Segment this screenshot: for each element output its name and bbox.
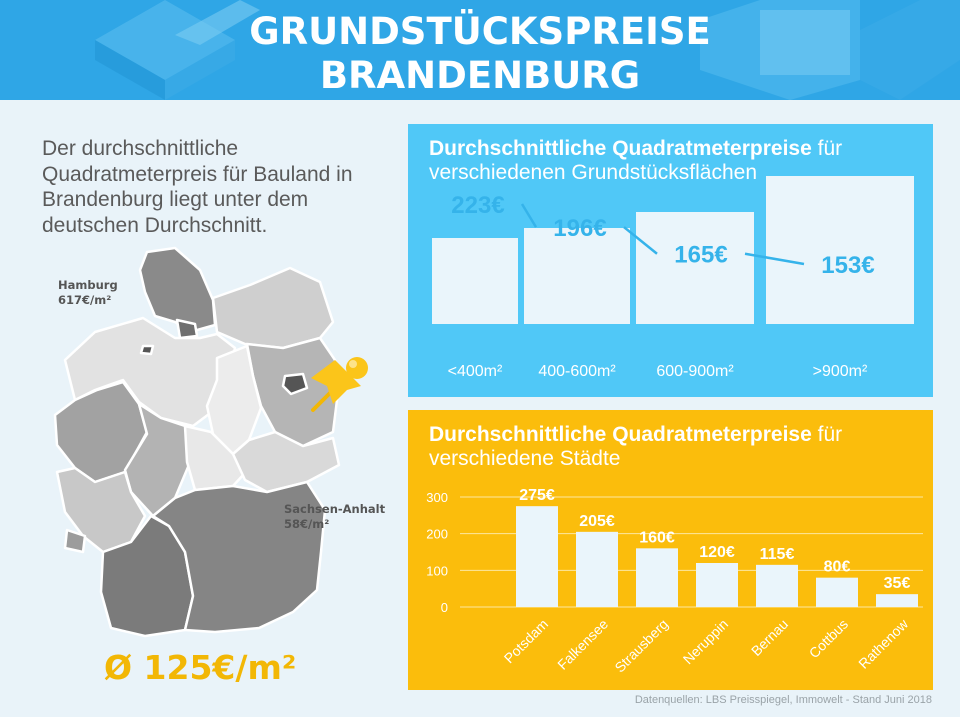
map-pin-icon (311, 357, 368, 412)
city-value-label: 275€ (519, 487, 555, 504)
sachsen-anhalt-label: Sachsen-Anhalt 58€/m² (284, 502, 385, 532)
city-value-label: 160€ (639, 529, 675, 546)
city-price-panel: Durchschnittliche Quadratmeterpreise für… (408, 410, 933, 690)
area-value-label: 165€ (674, 242, 727, 269)
city-category-label: Bernau (748, 616, 791, 659)
region-mecklenburg (211, 266, 335, 350)
data-source: Datenquellen: LBS Preisspiegel, Immowelt… (634, 694, 932, 706)
city-value-label: 35€ (884, 575, 911, 592)
germany-map (53, 246, 368, 638)
city-category-label: Cottbus (806, 616, 851, 661)
area-connector-line (520, 203, 538, 228)
area-category-label: 400-600m² (538, 363, 616, 380)
city-bar (576, 531, 618, 607)
area-connector-line (623, 226, 658, 255)
title-line-1: GRUNDSTÜCKSPREISE (249, 10, 711, 53)
header-banner: GRUNDSTÜCKSPREISE BRANDENBURG (0, 0, 960, 100)
hamburg-label: Hamburg 617€/m² (58, 278, 118, 308)
city-value-label: 115€ (760, 546, 795, 563)
sachsen-anhalt-price: 58€/m² (284, 517, 330, 531)
city-value-label: 80€ (824, 559, 851, 576)
city-bar (756, 564, 798, 607)
region-rheinland-pfalz (55, 466, 147, 554)
area-chart-title: Durchschnittliche Quadratmeterpreise für… (429, 137, 919, 185)
area-connector-line (744, 252, 805, 266)
city-category-label: Rathenow (855, 615, 912, 672)
region-sachsen (231, 430, 341, 494)
city-price-chart: 0 100 200 300 275€ Potsdam 205€ Falkensee 160€ St… (426, 487, 923, 676)
area-price-chart: <400m² 223€ 400-600m² 196€ 600-900m² 165€ >900… (432, 176, 914, 380)
city-y-tick-label: 0 (441, 600, 448, 615)
area-value-label: 223€ (451, 192, 504, 219)
area-box (636, 212, 754, 324)
area-value-label: 196€ (553, 215, 606, 242)
area-value-label: 153€ (821, 252, 874, 279)
city-y-tick-label: 100 (426, 563, 448, 578)
area-category-label: 600-900m² (656, 363, 734, 380)
city-category-label: Falkensee (554, 616, 611, 673)
city-y-tick-label: 200 (426, 527, 448, 542)
city-category-label: Neruppin (680, 616, 731, 667)
area-chart-title-bold: Durchschnittliche Quadratmeterpreise (429, 137, 812, 160)
city-bar (876, 594, 918, 607)
region-hamburg (175, 318, 199, 340)
region-saarland (63, 528, 87, 554)
intro-text: Der durchschnittliche Quadratmeterpreis … (42, 137, 353, 237)
area-category-label: >900m² (813, 363, 868, 380)
city-y-tick-label: 300 (426, 490, 448, 505)
sachsen-anhalt-name: Sachsen-Anhalt (284, 502, 386, 516)
hamburg-price: 617€/m² (58, 293, 112, 307)
title-line-2: BRANDENBURG (319, 54, 641, 97)
page-title: GRUNDSTÜCKSPREISE BRANDENBURG (0, 10, 960, 98)
average-price: Ø 125€/m² (104, 648, 297, 687)
area-price-panel: Durchschnittliche Quadratmeterpreise für… (408, 124, 933, 397)
city-value-label: 120€ (699, 544, 735, 561)
area-category-label: <400m² (448, 363, 503, 380)
city-chart-title: Durchschnittliche Quadratmeterpreise für… (429, 423, 919, 471)
area-chart-title-rest: für verschiedenen Grundstücksflächen (429, 137, 843, 184)
city-bar (696, 563, 738, 607)
area-box (766, 176, 914, 324)
header-decoration (95, 0, 960, 100)
area-box (524, 228, 630, 324)
city-value-label: 205€ (579, 513, 615, 530)
city-chart-title-bold: Durchschnittliche Quadratmeterpreise (429, 423, 812, 446)
hamburg-name: Hamburg (58, 278, 118, 292)
area-box (432, 238, 518, 324)
city-bar (516, 506, 558, 607)
city-category-label: Strausberg (611, 616, 671, 676)
region-bremen (139, 344, 155, 356)
region-berlin (281, 372, 309, 396)
city-chart-title-rest: für verschiedene Städte (429, 423, 843, 470)
city-bar (636, 548, 678, 607)
city-category-label: Potsdam (501, 616, 551, 666)
city-bar (816, 577, 858, 607)
region-bayern (151, 480, 327, 634)
